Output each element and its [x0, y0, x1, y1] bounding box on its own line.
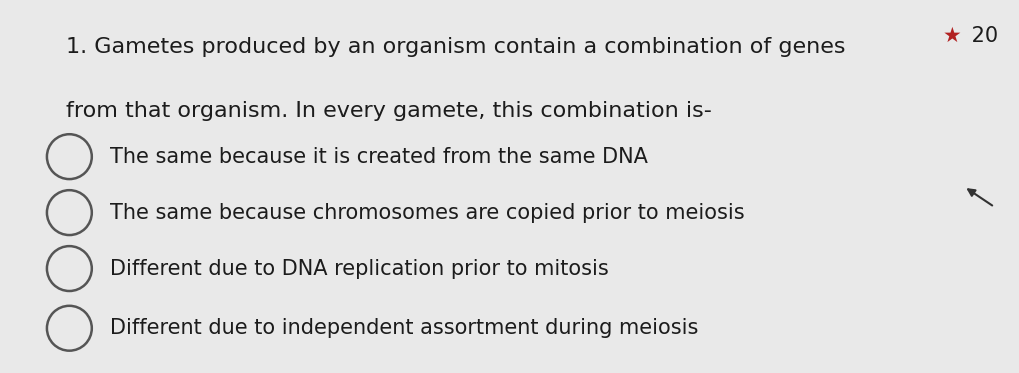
Text: The same because chromosomes are copied prior to meiosis: The same because chromosomes are copied … — [110, 203, 744, 223]
Text: Different due to DNA replication prior to mitosis: Different due to DNA replication prior t… — [110, 258, 608, 279]
Text: from that organism. In every gamete, this combination is-: from that organism. In every gamete, thi… — [66, 101, 711, 121]
Text: 1. Gametes produced by an organism contain a combination of genes: 1. Gametes produced by an organism conta… — [66, 37, 845, 57]
Text: Different due to independent assortment during meiosis: Different due to independent assortment … — [110, 318, 698, 338]
Text: ★: ★ — [942, 26, 960, 46]
Text: The same because it is created from the same DNA: The same because it is created from the … — [110, 147, 647, 167]
Text: 20: 20 — [964, 26, 997, 46]
